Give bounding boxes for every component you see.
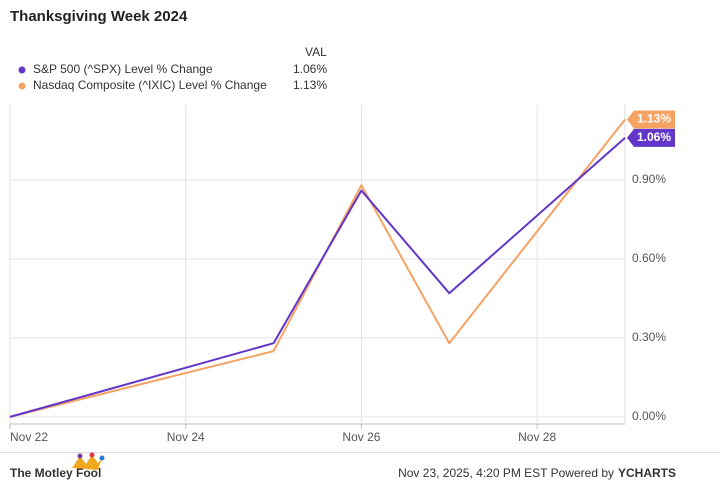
y-tick-label: 0.30% (632, 330, 666, 344)
footer-timestamp: Nov 23, 2025, 4:20 PM EST Powered by (398, 466, 614, 480)
end-value-label: 1.06% (637, 130, 671, 144)
x-tick-label: Nov 28 (518, 430, 556, 444)
legend-label: Nasdaq Composite (^IXIC) Level % Change (33, 78, 267, 92)
chart-title: Thanksgiving Week 2024 (10, 8, 188, 25)
legend-marker (18, 82, 26, 90)
legend-value: 1.13% (293, 78, 327, 92)
series-line (9, 137, 626, 418)
y-tick-label: 0.90% (632, 172, 666, 186)
brand-name: The Motley Fool (10, 466, 101, 480)
end-value-label: 1.13% (637, 112, 671, 126)
legend-label: S&P 500 (^SPX) Level % Change (33, 62, 213, 76)
brand-logo (72, 452, 105, 470)
x-tick-label: Nov 24 (167, 430, 205, 444)
footer-divider (0, 452, 720, 453)
x-tick-label: Nov 26 (342, 430, 380, 444)
y-tick-label: 0.00% (632, 409, 666, 423)
legend-header: VAL (305, 45, 327, 59)
legend-marker (18, 66, 26, 74)
y-tick-label: 0.60% (632, 251, 666, 265)
provider-logo: YCHARTS (618, 466, 676, 480)
end-value-tag (627, 110, 675, 129)
x-tick-label: Nov 22 (10, 430, 48, 444)
legend-value: 1.06% (293, 62, 327, 76)
series-line (9, 118, 626, 418)
end-value-tag (627, 128, 675, 147)
